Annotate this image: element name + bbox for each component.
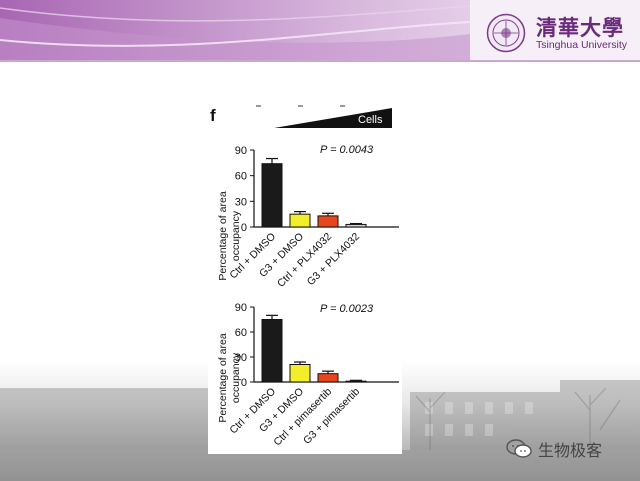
chart-bottom-bar — [345, 380, 367, 383]
chart-top-ylabel-line1: Percentage of area — [217, 191, 229, 280]
chart-top-bar — [289, 213, 311, 228]
header-band: 清華大學 Tsinghua University — [0, 0, 640, 62]
cell-density-wedge — [274, 108, 392, 128]
figure-panel: f Cells Percentage of area occupancy P =… — [208, 96, 402, 454]
watermark: 生物极客 — [506, 436, 602, 462]
chart-bottom-bar — [261, 319, 283, 383]
cells-label: Cells — [358, 114, 383, 126]
chart-top-ytick-label: 30 — [235, 196, 247, 208]
figure-svg: f Cells Percentage of area occupancy P =… — [210, 105, 399, 448]
chart-bottom-ylabel-line1: Percentage of area — [217, 333, 229, 422]
chart-top-bar — [261, 163, 283, 228]
wechat-icon — [506, 439, 532, 458]
chart-bottom-ylabel-line2: occupancy — [230, 352, 242, 403]
panel-label: f — [210, 106, 216, 125]
chart-top: Percentage of area occupancy P = 0.0043 … — [217, 144, 399, 290]
university-seal-icon — [486, 13, 526, 53]
watermark-text: 生物极客 — [538, 441, 603, 460]
chart-bottom-ytick-label: 90 — [235, 302, 247, 314]
chart-bottom-bar — [317, 373, 339, 383]
chart-top-ytick-label: 90 — [235, 145, 247, 157]
chart-bottom: Percentage of area occupancy P = 0.0023 … — [217, 302, 399, 448]
chart-top-ytick-label: 0 — [241, 222, 247, 234]
chart-bottom-ytick-label: 30 — [235, 352, 247, 364]
chart-top-bar — [345, 223, 367, 228]
chart-top-ytick-label: 60 — [235, 171, 247, 183]
chart-bottom-ytick-label: 0 — [241, 377, 247, 389]
university-name-cn: 清華大學 — [536, 15, 624, 40]
chart-bottom-bar — [289, 364, 311, 383]
chart-bottom-pvalue: P = 0.0023 — [320, 303, 374, 315]
chart-top-ylabel-line2: occupancy — [230, 210, 242, 261]
chart-top-bar — [317, 215, 339, 228]
chart-bottom-ytick-label: 60 — [235, 327, 247, 339]
university-name-en: Tsinghua University — [536, 39, 628, 51]
chart-top-pvalue: P = 0.0043 — [320, 144, 374, 156]
